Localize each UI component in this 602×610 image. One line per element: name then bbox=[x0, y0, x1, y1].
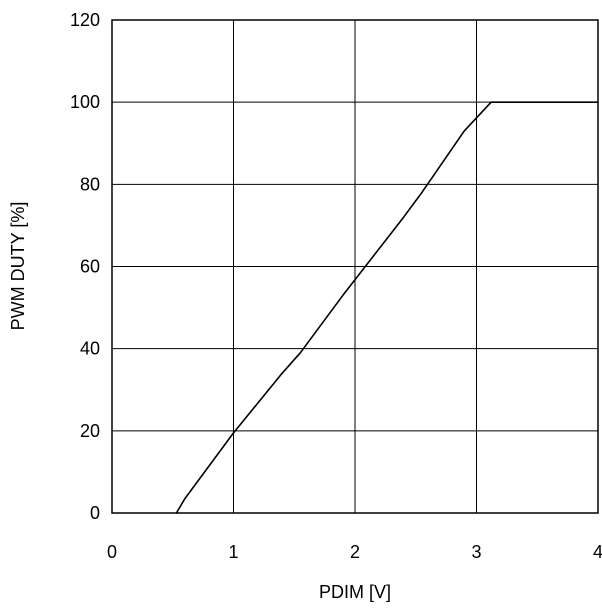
y-axis-label: PWM DUTY [%] bbox=[8, 202, 28, 331]
x-tick-label: 4 bbox=[593, 542, 602, 562]
x-tick-label: 3 bbox=[471, 542, 481, 562]
y-tick-label: 120 bbox=[70, 10, 100, 30]
x-tick-label: 2 bbox=[350, 542, 360, 562]
y-tick-label: 80 bbox=[80, 174, 100, 194]
y-tick-label: 20 bbox=[80, 421, 100, 441]
series-layer bbox=[175, 101, 599, 514]
y-tick-label: 100 bbox=[70, 92, 100, 112]
y-tick-labels: 0 20 40 60 80 100 120 bbox=[70, 10, 100, 523]
y-tick-label: 0 bbox=[90, 503, 100, 523]
y-tick-label: 40 bbox=[80, 339, 100, 359]
y-tick-label: 60 bbox=[80, 257, 100, 277]
x-tick-labels: 0 1 2 3 4 bbox=[107, 542, 602, 562]
plot-frame bbox=[111, 19, 599, 514]
x-tick-label: 1 bbox=[228, 542, 238, 562]
x-tick-label: 0 bbox=[107, 542, 117, 562]
x-axis-label: PDIM [V] bbox=[319, 582, 391, 602]
pwm-duty-line bbox=[175, 101, 599, 514]
